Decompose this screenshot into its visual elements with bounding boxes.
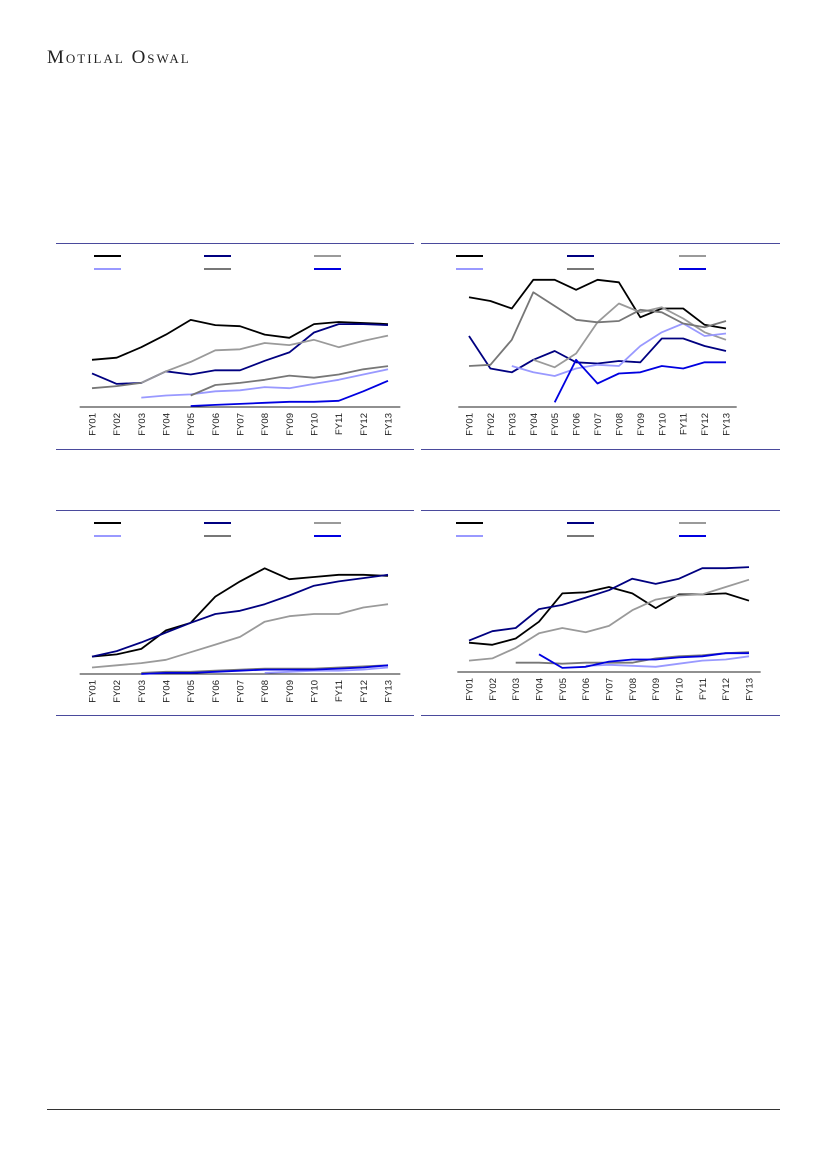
series-line-3 (468, 578, 750, 662)
x-tick-label: FY03 (137, 413, 148, 436)
x-tick-label: FY13 (384, 413, 395, 436)
x-tick-label: FY01 (88, 680, 99, 703)
series-line-4 (511, 322, 727, 377)
x-tick-label: FY09 (651, 678, 662, 701)
series-line-4 (585, 655, 750, 668)
x-tick-label: FY13 (722, 413, 733, 436)
series-line-6 (553, 358, 726, 403)
series-line-4 (141, 368, 389, 399)
series-line-6 (141, 664, 389, 675)
x-tick-label: FY02 (488, 678, 499, 701)
footer-rule (47, 1109, 780, 1110)
x-tick-label: FY11 (334, 680, 345, 702)
series-line-2 (91, 323, 389, 385)
series-line-3 (533, 302, 727, 369)
x-tick-label: FY13 (384, 680, 395, 703)
chart-panel-2: FY01 FY02 FY03 FY04 FY05 FY06 FY07 FY08 FY09 FY10… (421, 243, 780, 450)
chart-panel-3: FY01 FY02 FY03 FY04 FY05 FY06 FY07 FY08 FY09 FY10… (56, 510, 414, 716)
x-tick-label: FY13 (745, 678, 756, 701)
x-tick-label: FY07 (236, 413, 247, 436)
chart-3: FY01 FY02 FY03 FY04 FY05 FY06 FY07 FY08 FY09 FY10… (56, 510, 414, 716)
series-line-5 (141, 664, 389, 674)
x-tick-label: FY02 (486, 413, 497, 436)
x-tick-label: FY04 (535, 678, 546, 701)
x-tick-label: FY12 (359, 413, 370, 436)
x-tick-label: FY02 (112, 680, 123, 703)
series-line-6 (538, 652, 749, 669)
series-line-5 (468, 291, 727, 367)
series-line-5 (91, 365, 389, 397)
x-tick-label: FY10 (657, 413, 668, 436)
x-tick-label: FY03 (511, 678, 522, 701)
series-line-1 (468, 278, 727, 330)
chart-2: FY01 FY02 FY03 FY04 FY05 FY06 FY07 FY08 FY09 FY10… (421, 243, 780, 450)
chart-1: FY01 FY02 FY03 FY04 FY05 FY06 FY07 FY08 FY09 FY10… (56, 243, 414, 450)
x-tick-label: FY09 (636, 413, 647, 436)
x-tick-label: FY05 (186, 413, 197, 436)
x-tick-label: FY02 (112, 413, 123, 436)
series-line-1 (91, 319, 389, 361)
brand-logo: Motilal Oswal (47, 47, 191, 68)
x-tick-label: FY08 (614, 413, 625, 436)
x-tick-label: FY12 (700, 413, 711, 436)
x-tick-label: FY07 (605, 678, 616, 701)
x-tick-label: FY07 (593, 413, 604, 436)
chart-panel-1: FY01 FY02 FY03 FY04 FY05 FY06 FY07 FY08 FY09 FY10… (56, 243, 414, 450)
series-line-2 (468, 566, 750, 642)
x-tick-label: FY01 (465, 678, 476, 701)
x-tick-label: FY05 (558, 678, 569, 701)
series-line-2 (91, 573, 389, 658)
x-tick-label: FY05 (186, 680, 197, 703)
x-tick-label: FY05 (550, 413, 561, 436)
x-tick-label: FY08 (628, 678, 639, 701)
x-tick-label: FY10 (675, 678, 686, 701)
x-tick-label: FY03 (507, 413, 518, 436)
x-tick-label: FY10 (310, 680, 321, 703)
x-tick-label: FY08 (260, 680, 271, 703)
x-tick-label: FY09 (285, 413, 296, 436)
x-tick-label: FY01 (465, 413, 476, 436)
chart-panel-4: FY01 FY02 FY03 FY04 FY05 FY06 FY07 FY08 FY09 FY10… (421, 510, 780, 716)
x-tick-label: FY09 (285, 680, 296, 703)
x-tick-label: FY04 (162, 413, 173, 436)
x-tick-label: FY11 (698, 678, 709, 700)
x-tick-label: FY08 (260, 413, 271, 436)
x-tick-label: FY04 (529, 413, 540, 436)
series-line-4 (264, 666, 389, 674)
x-tick-label: FY11 (679, 413, 690, 435)
x-tick-label: FY06 (572, 413, 583, 436)
x-tick-label: FY03 (137, 680, 148, 703)
x-tick-label: FY01 (88, 413, 99, 436)
x-tick-label: FY10 (310, 413, 321, 436)
series-line-6 (190, 379, 389, 407)
series-line-3 (140, 334, 389, 384)
x-tick-label: FY12 (359, 680, 370, 703)
chart-4: FY01 FY02 FY03 FY04 FY05 FY06 FY07 FY08 FY09 FY10… (421, 510, 780, 716)
x-tick-label: FY06 (581, 678, 592, 701)
series-line-1 (468, 586, 750, 646)
series-line-1 (91, 567, 389, 658)
x-tick-label: FY11 (334, 413, 345, 435)
x-tick-label: FY04 (162, 680, 173, 703)
x-tick-label: FY06 (211, 680, 222, 703)
series-line-3 (91, 603, 389, 669)
x-tick-label: FY07 (236, 680, 247, 703)
x-tick-label: FY12 (721, 678, 732, 701)
series-line-2 (468, 335, 727, 374)
x-tick-label: FY06 (211, 413, 222, 436)
